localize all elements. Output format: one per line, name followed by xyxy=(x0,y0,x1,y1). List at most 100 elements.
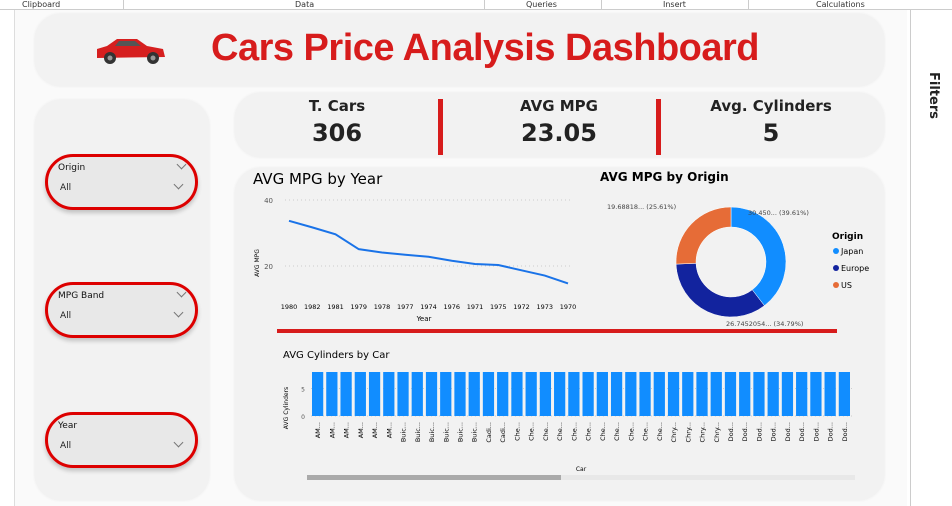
kpi-avg-cylinders: Avg. Cylinders 5 xyxy=(671,93,871,147)
donut-slice-europe[interactable] xyxy=(675,263,765,318)
ribbon-group-calculations[interactable]: Calculations xyxy=(816,0,865,9)
kpi-label: Avg. Cylinders xyxy=(710,97,832,115)
legend-item[interactable]: Japan xyxy=(840,247,863,256)
slicer-mpg-band[interactable]: MPG Band All xyxy=(45,282,198,338)
cylinder-bar[interactable] xyxy=(411,372,423,416)
cylinder-bar[interactable] xyxy=(639,372,651,416)
cylinder-bar[interactable] xyxy=(554,372,566,416)
cylinder-bar[interactable] xyxy=(810,372,822,416)
cylinder-bar[interactable] xyxy=(312,372,324,416)
cylinder-bar[interactable] xyxy=(582,372,594,416)
cylinder-bar[interactable] xyxy=(710,372,722,416)
cylinder-bar[interactable] xyxy=(525,372,537,416)
line-y-axis-label: AVG MPG xyxy=(254,249,261,277)
x-tick-label: Che... xyxy=(542,422,550,441)
donut-data-label: 26.7452054... (34.79%) xyxy=(726,320,803,328)
cylinder-bar[interactable] xyxy=(767,372,779,416)
charts-svg: AVG MPG by Year AVG MPG Year 20 40 1980 198… xyxy=(253,170,869,480)
legend-item[interactable]: US xyxy=(841,281,852,290)
slicer-label: Year xyxy=(58,421,78,431)
ribbon-group-insert[interactable]: Insert xyxy=(663,0,686,9)
x-tick-label: Dod... xyxy=(812,422,820,441)
cylinder-bar[interactable] xyxy=(667,372,680,416)
cylinder-bar[interactable] xyxy=(425,372,438,416)
slicer-panel: Origin All MPG Band All Year All xyxy=(35,100,209,500)
cylinder-bar[interactable] xyxy=(340,372,352,416)
x-tick-label: 1982 xyxy=(304,303,321,311)
mpg-line[interactable] xyxy=(288,219,569,285)
ribbon-group-queries[interactable]: Queries xyxy=(526,0,557,9)
cylinder-bar[interactable] xyxy=(838,372,850,416)
x-tick-label: Chry... xyxy=(713,422,721,442)
cylinder-bar[interactable] xyxy=(753,372,765,416)
chevron-down-icon[interactable] xyxy=(173,179,184,190)
filters-pane[interactable]: Filters xyxy=(910,10,952,506)
kpi-value: 5 xyxy=(762,119,780,147)
bar-x-axis-label: Car xyxy=(576,466,587,473)
cylinder-bar[interactable] xyxy=(682,372,694,416)
donut-slice-japan[interactable] xyxy=(730,206,787,307)
cylinder-bar[interactable] xyxy=(696,372,708,416)
cylinder-bar[interactable] xyxy=(454,372,466,416)
cylinder-bar[interactable] xyxy=(724,372,737,416)
y-tick-label: 0 xyxy=(301,414,305,421)
cylinder-bar[interactable] xyxy=(497,372,509,416)
cylinder-bar[interactable] xyxy=(482,372,495,416)
cylinder-bar[interactable] xyxy=(653,372,665,416)
x-tick-label: Dod... xyxy=(727,422,735,441)
ribbon-group-data[interactable]: Data xyxy=(295,0,315,9)
ribbon-group-clipboard[interactable]: Clipboard xyxy=(22,0,61,9)
cylinder-bar[interactable] xyxy=(796,372,808,416)
x-tick-label: 1981 xyxy=(327,303,344,311)
scrollbar-track[interactable] xyxy=(307,475,855,480)
cylinder-bar[interactable] xyxy=(397,372,409,416)
kpi-panel: T. Cars 306 AVG MPG 23.05 Avg. Cylinders… xyxy=(235,93,884,157)
x-tick-label: Che... xyxy=(613,422,621,441)
x-tick-label: Che... xyxy=(556,422,564,441)
cylinder-bar[interactable] xyxy=(781,372,794,416)
x-tick-label: Che... xyxy=(599,422,607,441)
slicer-year[interactable]: Year All xyxy=(45,412,198,468)
donut-data-label: 19.68818... (25.61%) xyxy=(607,203,676,211)
cylinder-bar[interactable] xyxy=(824,372,836,416)
scrollbar-thumb[interactable] xyxy=(307,475,561,480)
line-chart-title: AVG MPG by Year xyxy=(253,170,383,188)
x-tick-label: 1973 xyxy=(536,303,553,311)
x-tick-label: Che... xyxy=(528,422,536,441)
cylinder-bar[interactable] xyxy=(326,372,338,416)
cylinder-bar[interactable] xyxy=(625,372,637,416)
cylinder-bar[interactable] xyxy=(511,372,523,416)
chevron-down-icon[interactable] xyxy=(173,437,184,448)
legend-item[interactable]: Europe xyxy=(841,264,869,273)
donut-slice-us[interactable] xyxy=(675,206,732,265)
header-panel: Cars Price Analysis Dashboard xyxy=(35,14,884,86)
slicer-value[interactable]: All xyxy=(60,311,72,321)
cylinder-bar[interactable] xyxy=(354,372,366,416)
cylinder-bar[interactable] xyxy=(440,372,452,416)
cylinder-bar[interactable] xyxy=(383,372,395,416)
x-tick-label: Buic... xyxy=(414,422,422,442)
chevron-down-icon[interactable] xyxy=(176,159,187,170)
x-tick-label: 1970 xyxy=(560,303,577,311)
cylinder-bar[interactable] xyxy=(539,372,552,416)
x-tick-label: Buic... xyxy=(400,422,408,442)
chevron-down-icon[interactable] xyxy=(176,287,187,298)
cylinder-bar[interactable] xyxy=(610,372,623,416)
report-canvas: Cars Price Analysis Dashboard Origin All… xyxy=(14,10,907,506)
cylinder-bar[interactable] xyxy=(468,372,480,416)
x-tick-label: AM... xyxy=(343,422,351,438)
cylinder-bar[interactable] xyxy=(568,372,580,416)
cylinder-bar[interactable] xyxy=(368,372,381,416)
slicer-origin[interactable]: Origin All xyxy=(45,154,198,210)
x-tick-label: AM... xyxy=(328,422,336,438)
cylinder-bar[interactable] xyxy=(596,372,608,416)
cylinder-bar[interactable] xyxy=(739,372,751,416)
legend-marker xyxy=(833,282,839,288)
filters-pane-label[interactable]: Filters xyxy=(926,72,941,119)
chevron-down-icon[interactable] xyxy=(173,307,184,318)
x-tick-label: Che... xyxy=(627,422,635,441)
slicer-value[interactable]: All xyxy=(60,183,72,193)
slicer-label: MPG Band xyxy=(58,291,105,301)
kpi-avg-mpg: AVG MPG 23.05 xyxy=(459,93,659,147)
slicer-value[interactable]: All xyxy=(60,441,72,451)
